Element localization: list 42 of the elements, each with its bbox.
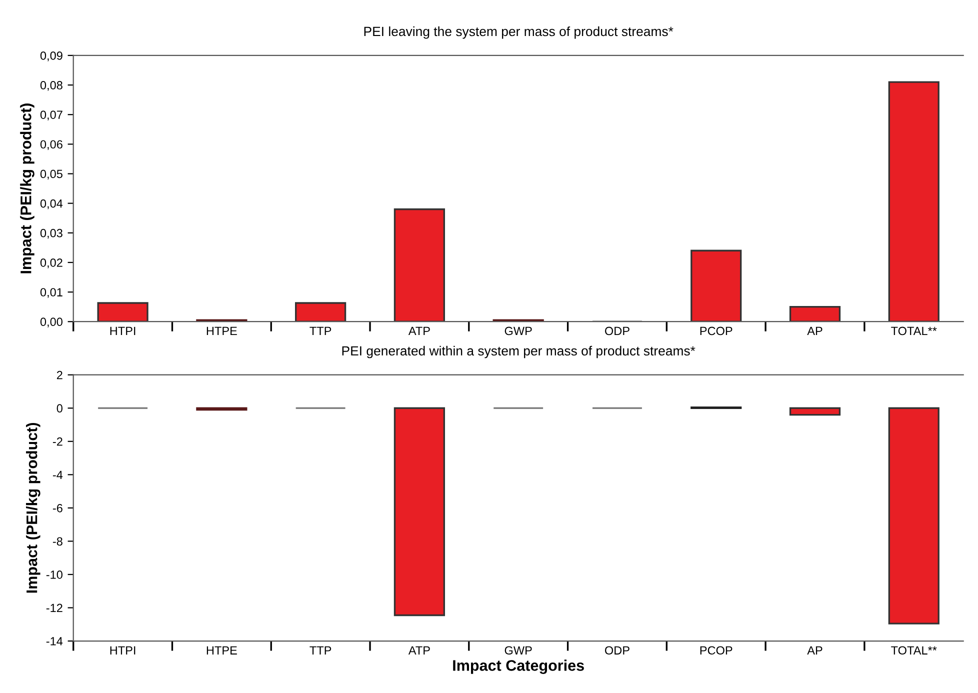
x-tick-label: ATP [408,326,430,336]
chart-title: PEI generated within a system per mass of product streams* [342,346,696,358]
y-tick-label: 0,04 [40,199,63,210]
y-tick-label: 0,05 [40,170,62,180]
y-tick-label: 0,09 [40,51,62,62]
x-tick-label: TTP [310,646,332,654]
x-tick-label: TOTAL** [891,326,937,336]
x-tick-label: HTPE [206,646,237,654]
y-axis-title: Impact (PEI/kg product) [20,104,34,274]
x-tick-label: ODP [604,326,630,336]
chart-title: PEI leaving the system per mass of product streams* [364,26,674,39]
y-tick-label: 0,06 [40,140,62,150]
x-tick-label: ATP [408,646,430,654]
y-axis-title: Impact (PEI/kg product) [26,422,40,593]
y-tick-label: -2 [52,437,62,446]
x-tick-label: HTPI [110,646,136,654]
x-tick-label: GWP [504,326,532,336]
x-tick-label: AP [807,646,822,654]
y-tick-label: 0,08 [40,81,62,91]
y-tick-label: -4 [52,470,63,479]
x-tick-label: HTPI [110,326,136,336]
x-tick-label: HTPE [206,326,237,336]
y-tick-label: 0,00 [40,318,62,328]
x-tick-label: PCOP [700,326,732,336]
y-tick-label: -14 [46,637,63,646]
x-tick-label: TOTAL** [891,646,937,655]
x-tick-label: TTP [310,326,332,336]
y-tick-label: -10 [46,570,62,579]
y-tick-label: 0 [56,404,62,413]
y-tick-label: 0,02 [40,258,62,268]
x-tick-label: AP [807,326,822,336]
y-tick-label: -8 [52,537,62,546]
y-tick-label: 0,03 [40,228,62,239]
x-tick-label: GWP [504,646,532,655]
y-tick-label: 0,07 [40,110,62,120]
x-tick-label: ODP [604,646,630,655]
y-tick-label: 0,01 [40,288,62,298]
y-tick-label: -6 [52,504,62,512]
x-tick-label: PCOP [700,646,732,655]
x-axis-title: Impact Categories [453,660,584,674]
y-tick-label: 2 [56,370,62,380]
y-tick-label: -12 [46,604,62,612]
